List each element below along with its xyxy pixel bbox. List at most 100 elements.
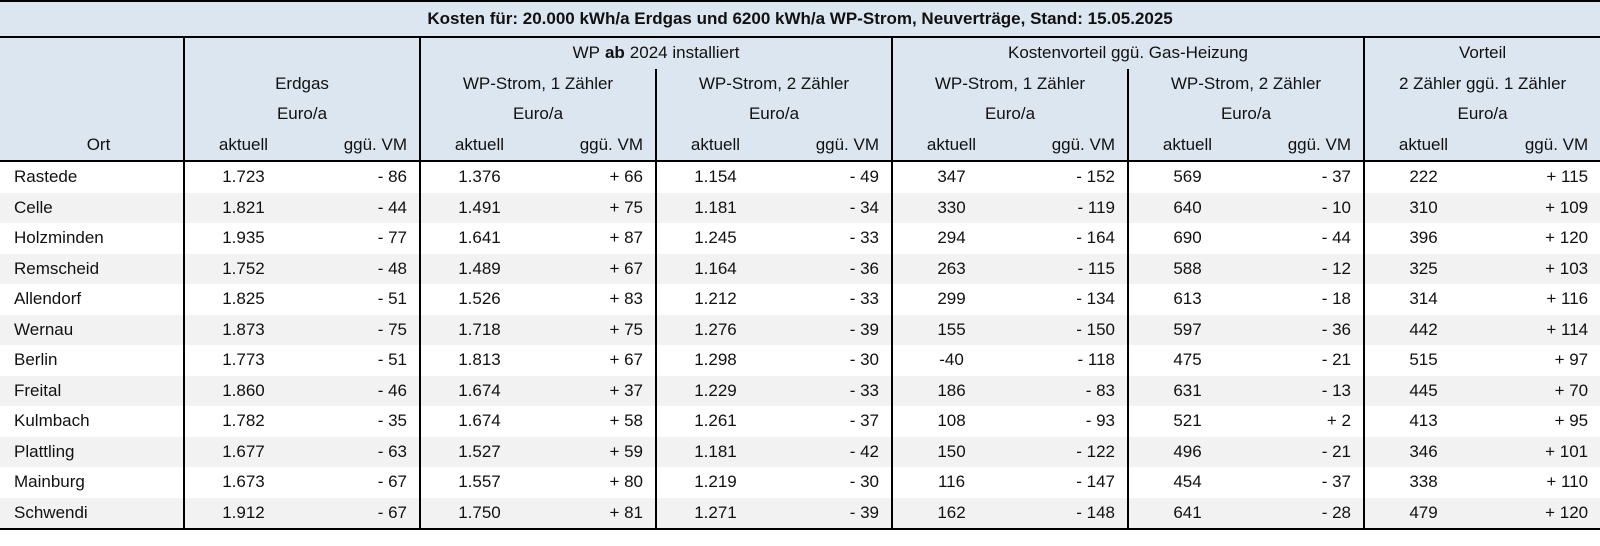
column-header: aktuell	[655, 129, 774, 162]
table-row: Schwendi 1.912- 67 1.750 + 81 1.271- 39 162- …	[0, 497, 1600, 530]
value-cell: + 81	[538, 497, 656, 530]
city-cell: Mainburg	[14, 472, 85, 492]
value-cell: 116	[891, 467, 1010, 498]
value-cell: 1.271	[655, 497, 774, 530]
value-cell: 1.219	[655, 467, 774, 498]
value-cell: 1.376	[419, 161, 538, 193]
value-cell: + 59	[538, 436, 656, 467]
value-cell: - 86	[377, 167, 407, 187]
value-cell: 454	[1127, 467, 1246, 498]
value-cell: 1.782	[183, 406, 302, 437]
value-cell: 1.164	[655, 253, 774, 284]
value-cell: - 67	[302, 497, 420, 530]
value-cell: 1.276	[655, 314, 774, 345]
city-cell: Plattling	[0, 436, 184, 467]
value-cell: 515	[1363, 345, 1482, 376]
value-cell: + 101	[1482, 436, 1600, 467]
value-cell: - 44	[302, 192, 420, 223]
city-cell: Celle	[0, 192, 184, 223]
city-cell: Wernau	[0, 314, 184, 345]
value-cell: 1.912	[183, 497, 302, 530]
table-row: Mainburg 1.673 - 67 1.557 + 80 1.219 - 30 116 - …	[0, 467, 1600, 498]
value-cell: 1.752	[183, 253, 302, 284]
cost-table: Kosten für: 20.000 kWh/a Erdgas und 6200…	[0, 0, 1600, 530]
unit-header: Euro/a	[1127, 99, 1364, 130]
value-cell: 222	[1363, 161, 1482, 193]
column-header: ggü. VM	[1010, 129, 1128, 162]
value-cell: 310	[1363, 192, 1482, 223]
column-header: aktuell	[183, 129, 302, 162]
value-cell: - 164	[1076, 228, 1115, 248]
value-cell: 1.813	[419, 345, 538, 376]
value-cell: - 115	[1010, 253, 1128, 284]
header-cell	[183, 37, 420, 69]
value-cell: + 37	[538, 375, 656, 406]
unit-header: Euro/a	[891, 99, 1128, 130]
city-cell: Allendorf	[14, 289, 82, 309]
value-cell: 1.723	[183, 161, 302, 193]
value-cell: 588	[1127, 253, 1246, 284]
value-cell: 1.212	[655, 284, 774, 315]
value-cell: - 48	[302, 253, 420, 284]
value-cell: 150	[891, 436, 1010, 467]
column-header: ggü. VM	[1482, 129, 1600, 162]
value-cell: 1.860	[183, 375, 302, 406]
header-cell	[0, 99, 184, 130]
subgroup-header: WP-Strom, 1 Zähler	[891, 68, 1128, 99]
header-cell	[0, 68, 184, 99]
value-cell: - 42	[774, 436, 892, 467]
value-cell: - 36	[774, 253, 892, 284]
table-title: Kosten für: 20.000 kWh/a Erdgas und 6200…	[0, 0, 1600, 38]
value-cell: - 35	[377, 411, 407, 431]
table-row: Kosten für: 20.000 kWh/a Erdgas und 6200…	[0, 0, 1600, 38]
value-cell: - 134	[1076, 289, 1115, 309]
city-cell: Kulmbach	[14, 411, 90, 431]
value-cell: 1.154	[655, 161, 774, 193]
value-cell: 1.261	[655, 406, 774, 437]
table-row: Wernau 1.873- 75 1.718 + 75 1.276- 39 155- 15…	[0, 314, 1600, 345]
value-cell: 1.229	[655, 375, 774, 406]
value-cell: 1.181	[655, 192, 774, 223]
value-cell: 690	[1127, 223, 1246, 254]
unit-header: Euro/a	[419, 99, 656, 130]
value-cell: 330	[891, 192, 1010, 223]
subgroup-header: WP-Strom, 1 Zähler	[419, 68, 656, 99]
value-cell: - 44	[1321, 228, 1351, 248]
value-cell: - 46	[302, 375, 420, 406]
header-text-bold: ab	[604, 43, 625, 63]
value-cell: - 37	[849, 411, 879, 431]
subgroup-header: WP-Strom, 2 Zähler	[655, 68, 892, 99]
value-cell: - 10	[1246, 192, 1364, 223]
value-cell: 1.526	[419, 284, 538, 315]
value-cell: - 51	[377, 289, 407, 309]
value-cell: - 51	[377, 350, 407, 370]
column-header: aktuell	[1127, 129, 1246, 162]
value-cell: 263	[891, 253, 1010, 284]
value-cell: - 67	[377, 472, 407, 492]
value-cell: + 97	[1554, 350, 1589, 370]
value-cell: + 109	[1482, 192, 1600, 223]
city-cell: Rastede	[14, 167, 78, 187]
table-row: Remscheid 1.752- 48 1.489 + 67 1.164- 36 263-…	[0, 253, 1600, 284]
value-cell: - 12	[1246, 253, 1364, 284]
value-cell: - 148	[1010, 497, 1128, 530]
table-row: Holzminden 1.935 - 77 1.641 + 87 1.245 - 33 294…	[0, 223, 1600, 254]
value-cell: 442	[1363, 314, 1482, 345]
city-cell: Schwendi	[0, 497, 184, 530]
value-cell: 597	[1127, 314, 1246, 345]
column-header: aktuell	[1363, 129, 1482, 162]
value-cell: - 30	[849, 350, 879, 370]
value-cell: 299	[891, 284, 1010, 315]
value-cell: - 13	[1246, 375, 1364, 406]
column-header: aktuell	[419, 129, 538, 162]
value-cell: + 115	[1546, 167, 1589, 187]
value-cell: 479	[1363, 497, 1482, 530]
city-cell: Freital	[0, 375, 184, 406]
value-cell: + 103	[1482, 253, 1600, 284]
value-cell: - 118	[1077, 350, 1116, 370]
value-cell: - 33	[849, 289, 879, 309]
unit-header: Euro/a	[1362, 99, 1600, 130]
value-cell: - 83	[1010, 375, 1128, 406]
value-cell: + 87	[609, 228, 643, 248]
header-text: 2024 installiert	[629, 43, 740, 63]
